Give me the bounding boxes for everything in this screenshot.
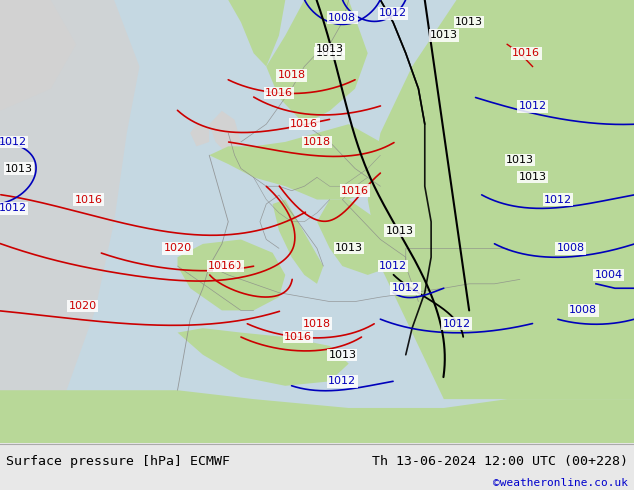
Text: 1013: 1013: [316, 44, 344, 54]
Polygon shape: [412, 240, 507, 275]
Polygon shape: [0, 0, 76, 111]
Text: 1012: 1012: [379, 8, 407, 18]
Polygon shape: [0, 0, 139, 443]
Polygon shape: [209, 124, 393, 199]
Polygon shape: [368, 0, 634, 399]
Text: 1013: 1013: [328, 350, 356, 360]
Text: 1016: 1016: [341, 186, 369, 196]
Text: 1013: 1013: [335, 244, 363, 253]
Text: 1008: 1008: [328, 13, 356, 23]
Text: 1020: 1020: [214, 261, 242, 271]
Text: 1004: 1004: [595, 270, 623, 280]
Polygon shape: [178, 328, 349, 386]
Polygon shape: [266, 0, 368, 124]
Text: 1016: 1016: [208, 261, 236, 271]
Polygon shape: [209, 111, 241, 155]
Text: 1012: 1012: [519, 101, 547, 111]
Text: 1012: 1012: [0, 137, 27, 147]
Text: 1008: 1008: [569, 305, 597, 316]
Text: 1013: 1013: [455, 17, 483, 27]
Text: 1013: 1013: [385, 225, 413, 236]
Text: ©weatheronline.co.uk: ©weatheronline.co.uk: [493, 478, 628, 488]
Polygon shape: [0, 0, 634, 443]
Text: 1016: 1016: [265, 88, 293, 98]
Text: 1018: 1018: [303, 137, 331, 147]
Text: 1013: 1013: [430, 30, 458, 41]
Text: 1016: 1016: [512, 48, 540, 58]
Polygon shape: [0, 390, 634, 443]
Polygon shape: [190, 124, 209, 147]
Polygon shape: [317, 199, 406, 275]
Text: 1013: 1013: [5, 164, 33, 173]
Text: 1012: 1012: [328, 376, 356, 387]
Text: Th 13-06-2024 12:00 UTC (00+228): Th 13-06-2024 12:00 UTC (00+228): [372, 455, 628, 467]
Text: 1012: 1012: [392, 283, 420, 293]
Text: 1013: 1013: [506, 155, 534, 165]
Text: 1018: 1018: [303, 318, 331, 329]
Text: 1020: 1020: [164, 244, 191, 253]
Text: 1013: 1013: [316, 48, 344, 58]
Text: 1020: 1020: [68, 301, 96, 311]
Text: 1016: 1016: [75, 195, 103, 204]
Text: 1012: 1012: [379, 261, 407, 271]
Polygon shape: [178, 240, 285, 311]
Polygon shape: [273, 199, 323, 284]
Polygon shape: [228, 0, 285, 67]
Text: 1018: 1018: [278, 71, 306, 80]
Text: 1016: 1016: [284, 332, 312, 342]
Text: 1013: 1013: [519, 172, 547, 182]
Text: Surface pressure [hPa] ECMWF: Surface pressure [hPa] ECMWF: [6, 455, 230, 467]
Text: 1012: 1012: [544, 195, 572, 204]
Text: 1008: 1008: [557, 244, 585, 253]
Text: 1012: 1012: [443, 318, 470, 329]
Text: 1012: 1012: [0, 203, 27, 214]
Text: 1016: 1016: [290, 119, 318, 129]
